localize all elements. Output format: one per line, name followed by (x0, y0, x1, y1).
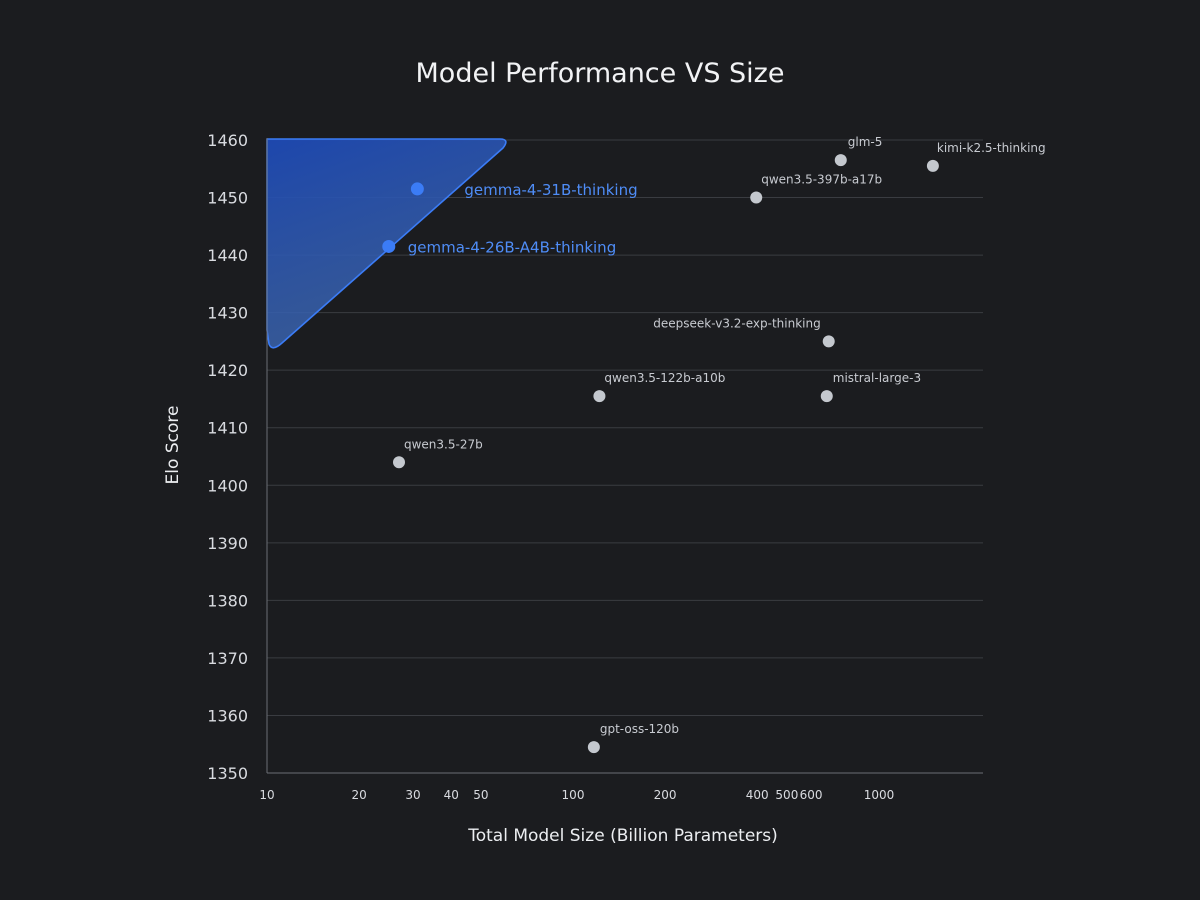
y-tick-label: 1430 (207, 304, 248, 323)
y-tick-label: 1350 (207, 764, 248, 783)
point-marker (822, 335, 835, 348)
point-marker (750, 191, 763, 204)
x-axis-ticks: 10 20 30 40 50 100 200 400 500 600 1000 (259, 788, 894, 802)
point-label: glm-5 (848, 135, 883, 149)
point-label: qwen3.5-122b-a10b (604, 371, 725, 385)
y-tick-label: 1360 (207, 706, 248, 725)
y-tick-label: 1410 (207, 419, 248, 438)
x-tick-label: 10 (259, 788, 274, 802)
point-marker (392, 456, 405, 469)
point-marker (593, 390, 606, 403)
y-tick-label: 1380 (207, 591, 248, 610)
y-axis-ticks: 1350 1360 1370 1380 1390 1400 1410 1420 1430 1440… (207, 131, 248, 783)
point-label: deepseek-v3.2-exp-thinking (653, 316, 820, 330)
x-tick-label: 400 (746, 788, 769, 802)
data-point: gpt-oss-120b (587, 722, 679, 754)
y-tick-label: 1370 (207, 649, 248, 668)
data-points: gemma-4-31B-thinking gemma-4-26B-A4B-thin… (382, 135, 1046, 754)
point-label: qwen3.5-27b (404, 437, 483, 451)
point-marker (820, 390, 833, 403)
data-point: gemma-4-26B-A4B-thinking (382, 238, 616, 256)
data-point: qwen3.5-27b (392, 437, 483, 469)
x-tick-label: 20 (351, 788, 366, 802)
y-tick-label: 1440 (207, 246, 248, 265)
point-marker (382, 239, 396, 253)
data-point: gemma-4-31B-thinking (410, 181, 638, 199)
data-point: qwen3.5-397b-a17b (750, 173, 882, 204)
data-point: glm-5 (834, 135, 883, 167)
y-tick-label: 1400 (207, 476, 248, 495)
x-axis-label: Total Model Size (Billion Parameters) (467, 826, 778, 846)
point-marker (834, 154, 847, 167)
x-tick-label: 40 (444, 788, 459, 802)
x-tick-label: 100 (562, 788, 585, 802)
y-tick-label: 1450 (207, 189, 248, 208)
data-point: kimi-k2.5-thinking (926, 141, 1046, 172)
point-label: gpt-oss-120b (600, 722, 679, 736)
point-marker (587, 741, 600, 754)
x-tick-label: 200 (654, 788, 677, 802)
data-point: mistral-large-3 (820, 371, 921, 403)
y-tick-label: 1460 (207, 131, 248, 150)
point-label: qwen3.5-397b-a17b (761, 173, 882, 187)
point-label: gemma-4-26B-A4B-thinking (408, 238, 616, 256)
data-point: deepseek-v3.2-exp-thinking (653, 316, 835, 348)
data-point: qwen3.5-122b-a10b (593, 371, 725, 403)
x-tick-label: 30 (405, 788, 420, 802)
x-tick-label: 600 (800, 788, 823, 802)
point-label: kimi-k2.5-thinking (937, 141, 1046, 155)
point-marker (926, 159, 939, 172)
point-label: gemma-4-31B-thinking (464, 181, 637, 199)
x-tick-label: 500 (775, 788, 798, 802)
point-label: mistral-large-3 (833, 371, 921, 385)
point-marker (410, 182, 424, 196)
x-tick-label: 1000 (864, 788, 895, 802)
y-tick-label: 1420 (207, 361, 248, 380)
y-axis-label: Elo Score (163, 406, 183, 485)
chart-title: Model Performance VS Size (416, 58, 785, 89)
y-tick-label: 1390 (207, 534, 248, 553)
x-tick-label: 50 (473, 788, 488, 802)
